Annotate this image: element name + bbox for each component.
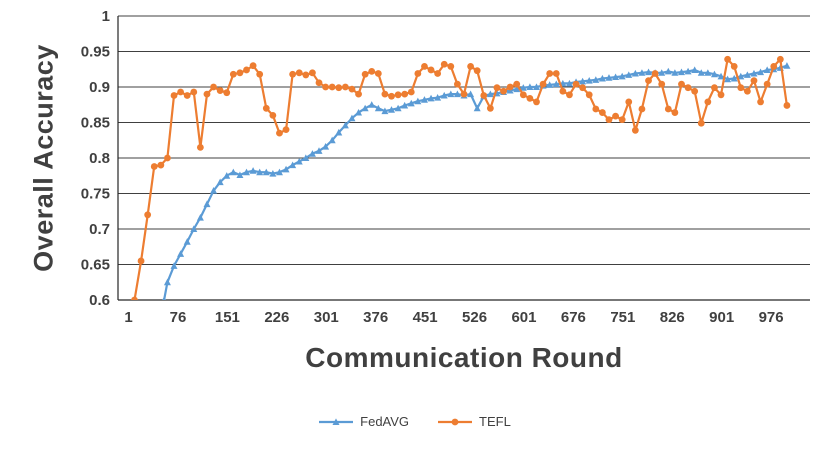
legend-item-fedavg: FedAVG bbox=[318, 414, 409, 429]
x-tick-label: 301 bbox=[314, 309, 339, 326]
series-tefl bbox=[131, 55, 791, 300]
y-tick-label: 0.65 bbox=[81, 257, 110, 274]
x-tick-label: 76 bbox=[170, 309, 187, 326]
x-tick-label: 976 bbox=[759, 309, 784, 326]
series-fedavg bbox=[162, 62, 791, 300]
x-tick-label: 826 bbox=[660, 309, 685, 326]
legend-item-tefl: TEFL bbox=[437, 414, 511, 429]
x-tick-label: 901 bbox=[709, 309, 734, 326]
fedavg-legend-marker-icon bbox=[319, 417, 354, 425]
x-tick-label: 601 bbox=[511, 309, 536, 326]
x-tick-label: 676 bbox=[561, 309, 586, 326]
legend-label-fedavg: FedAVG bbox=[360, 414, 410, 429]
y-tick-label: 0.95 bbox=[81, 44, 110, 61]
y-tick-label: 0.7 bbox=[89, 221, 110, 238]
x-tick-label: 526 bbox=[462, 309, 487, 326]
x-tick-label: 1 bbox=[124, 309, 132, 326]
x-axis-title: Communication Round bbox=[305, 342, 623, 373]
x-tick-label: 451 bbox=[413, 309, 438, 326]
x-tick-label: 151 bbox=[215, 309, 240, 326]
y-tick-label: 0.6 bbox=[89, 292, 110, 309]
y-tick-label: 0.75 bbox=[81, 186, 110, 203]
y-tick-label: 0.9 bbox=[89, 79, 110, 96]
y-tick-label: 0.85 bbox=[81, 115, 110, 132]
y-tick-label: 0.8 bbox=[89, 150, 110, 167]
chart-plot-area: 0.6 0.65 0.7 0.75 0.8 0.85 0.9 0.95 1 1 76 151 226 30… bbox=[81, 8, 810, 326]
y-axis-title: Overall Accuracy bbox=[28, 44, 59, 272]
x-tick-label: 226 bbox=[264, 309, 289, 326]
x-tick-label: 751 bbox=[610, 309, 635, 326]
legend-label-tefl: TEFL bbox=[479, 414, 511, 429]
chart-legend: FedAVG TEFL bbox=[0, 414, 829, 429]
tefl-legend-marker-icon bbox=[438, 418, 473, 425]
x-tick-label: 376 bbox=[363, 309, 388, 326]
y-tick-label: 1 bbox=[102, 8, 110, 25]
